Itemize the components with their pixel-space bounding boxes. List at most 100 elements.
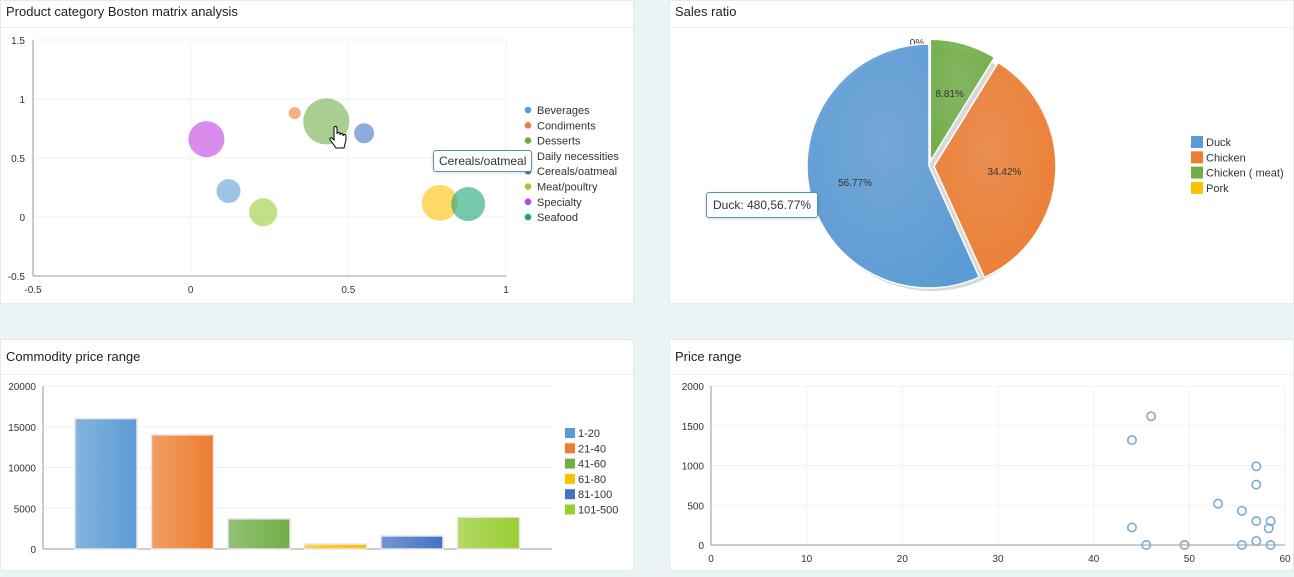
bubble-daily-necessities — [421, 184, 458, 221]
bar-41-60 — [227, 518, 291, 550]
pie-value-label: 34.42% — [988, 167, 1022, 178]
scatter-point — [1263, 523, 1274, 534]
legend-label: Duck — [1206, 137, 1232, 149]
legend-label: Pork — [1206, 183, 1229, 195]
scatter-point — [1251, 516, 1262, 527]
legend-label: 81-100 — [578, 489, 612, 501]
x-tick-label: 0.5 — [341, 285, 355, 296]
bubble-desserts — [303, 98, 350, 145]
commodity-price-range-chart: 20000 15000 10000 5000 0 1-20 21-40 41-60 61-80 8… — [8, 382, 618, 556]
sales-tooltip: Duck: 480,56.77% — [706, 192, 819, 218]
scatter-point — [1141, 540, 1152, 551]
y-tick-label: 5000 — [14, 504, 37, 515]
y-tick-label: 500 — [687, 501, 704, 512]
boston-matrix-panel: Product category Boston matrix analysis … — [0, 0, 634, 304]
bubble-condiments — [288, 107, 301, 120]
y-tick-label: 2000 — [682, 382, 705, 393]
y-tick-label: 1 — [19, 95, 25, 106]
y-tick-label: 0 — [19, 213, 25, 224]
boston-matrix-title: Product category Boston matrix analysis — [6, 4, 238, 19]
legend-label: 61-80 — [578, 474, 606, 486]
legend-label-swatch — [565, 504, 575, 515]
bar-21-40 — [150, 434, 215, 550]
bubble-seafood — [451, 187, 486, 222]
sales-ratio-chart: 0% 8.81% 34.42% 56.77% Duck Chicken Chicken ( … — [806, 38, 1284, 291]
x-tick-label: 60 — [1279, 554, 1291, 565]
legend-label: Seafood — [537, 212, 578, 224]
legend-label-swatch — [565, 428, 575, 438]
x-tick-label: 1 — [503, 285, 509, 296]
bar-61-80 — [303, 543, 368, 550]
pie-slice-chicken — [933, 61, 1057, 279]
legend-label: 1-20 — [578, 428, 600, 440]
x-tick-label: 30 — [992, 554, 1004, 565]
scatter-point — [1179, 540, 1190, 551]
bar-1-20 — [74, 417, 138, 550]
commodity-price-range-title: Commodity price range — [6, 349, 141, 364]
legend-label: Chicken ( meat) — [1206, 168, 1284, 180]
sales-ratio-title: Sales ratio — [675, 4, 737, 19]
boston-tooltip: Cereals/oatmeal — [433, 150, 533, 172]
legend-swatch — [1191, 136, 1203, 148]
y-tick-label: 15000 — [8, 423, 36, 434]
legend-label: 41-60 — [578, 459, 606, 471]
y-tick-label: -0.5 — [8, 272, 26, 283]
y-tick-label: 0 — [698, 541, 704, 552]
y-tick-label: 1.5 — [11, 36, 25, 47]
scatter-point — [1236, 540, 1247, 551]
y-tick-label: 1500 — [682, 422, 705, 433]
x-tick-label: 0 — [708, 554, 714, 565]
x-tick-label: -0.5 — [24, 285, 42, 296]
legend-label: Daily necessities — [537, 151, 619, 163]
scatter-point — [1213, 498, 1224, 509]
scatter-point — [1126, 522, 1137, 533]
legend-label: Meat/poultry — [537, 182, 598, 194]
pie-value-label: 8.81% — [935, 89, 963, 100]
legend-label: Chicken — [1206, 152, 1246, 164]
legend-swatch — [1191, 151, 1203, 164]
bar-81-100 — [380, 535, 444, 550]
sales-ratio-panel: Sales ratio 0% 8.81% 34.42% 56.77% Duck Chick… — [669, 0, 1294, 304]
title-divider — [670, 374, 1293, 375]
bubble-beverages — [216, 179, 241, 204]
x-tick-label: 50 — [1184, 554, 1196, 565]
scatter-point — [1265, 516, 1276, 527]
y-tick-label: 0.5 — [11, 154, 25, 165]
y-tick-label: 20000 — [8, 382, 36, 393]
scatter-point — [1236, 505, 1247, 516]
y-tick-label: 10000 — [8, 464, 36, 475]
legend-label: Specialty — [537, 197, 582, 209]
legend-label: Beverages — [537, 105, 590, 117]
price-range-title: Price range — [675, 349, 742, 364]
x-tick-label: 40 — [1088, 554, 1100, 565]
bubble-meat-poultry — [249, 198, 278, 227]
scatter-point — [1265, 540, 1276, 551]
legend-swatch — [1191, 166, 1203, 179]
legend-label-swatch — [565, 473, 575, 484]
scatter-point — [1251, 461, 1262, 472]
legend-swatch — [1191, 181, 1203, 194]
legend-marker — [524, 106, 532, 114]
pie-value-label: 56.77% — [838, 178, 872, 189]
legend-marker — [524, 213, 532, 221]
pie-slice-duck — [806, 43, 981, 289]
bubble-specialty — [188, 121, 225, 158]
scatter-point — [1251, 479, 1262, 490]
bubble-cereals-oatmeal — [354, 123, 375, 144]
price-range-panel: Price range 2000 1500 1000 500 0 0 10 20 30 40 50 6… — [669, 339, 1294, 571]
legend-label: Cereals/oatmeal — [537, 166, 617, 178]
price-range-chart: 2000 1500 1000 500 00 10 20 30 40 50 60 — [682, 382, 1291, 565]
legend-marker — [524, 183, 532, 190]
pie-value-label: 0% — [910, 38, 925, 49]
legend-marker — [524, 198, 532, 206]
legend-label-swatch — [565, 443, 575, 454]
title-divider — [1, 374, 633, 375]
x-tick-label: 20 — [897, 554, 909, 565]
legend-label: Desserts — [537, 136, 581, 148]
title-divider — [1, 27, 633, 28]
scatter-point — [1251, 536, 1262, 547]
boston-matrix-chart: 1.5 1 0.5 0 -0.5 -0.5 0 0.5 1 Beverages Condiments… — [8, 36, 620, 296]
legend-label-swatch — [565, 489, 575, 500]
legend-label: Condiments — [537, 120, 596, 132]
bar-101-500 — [456, 516, 521, 550]
